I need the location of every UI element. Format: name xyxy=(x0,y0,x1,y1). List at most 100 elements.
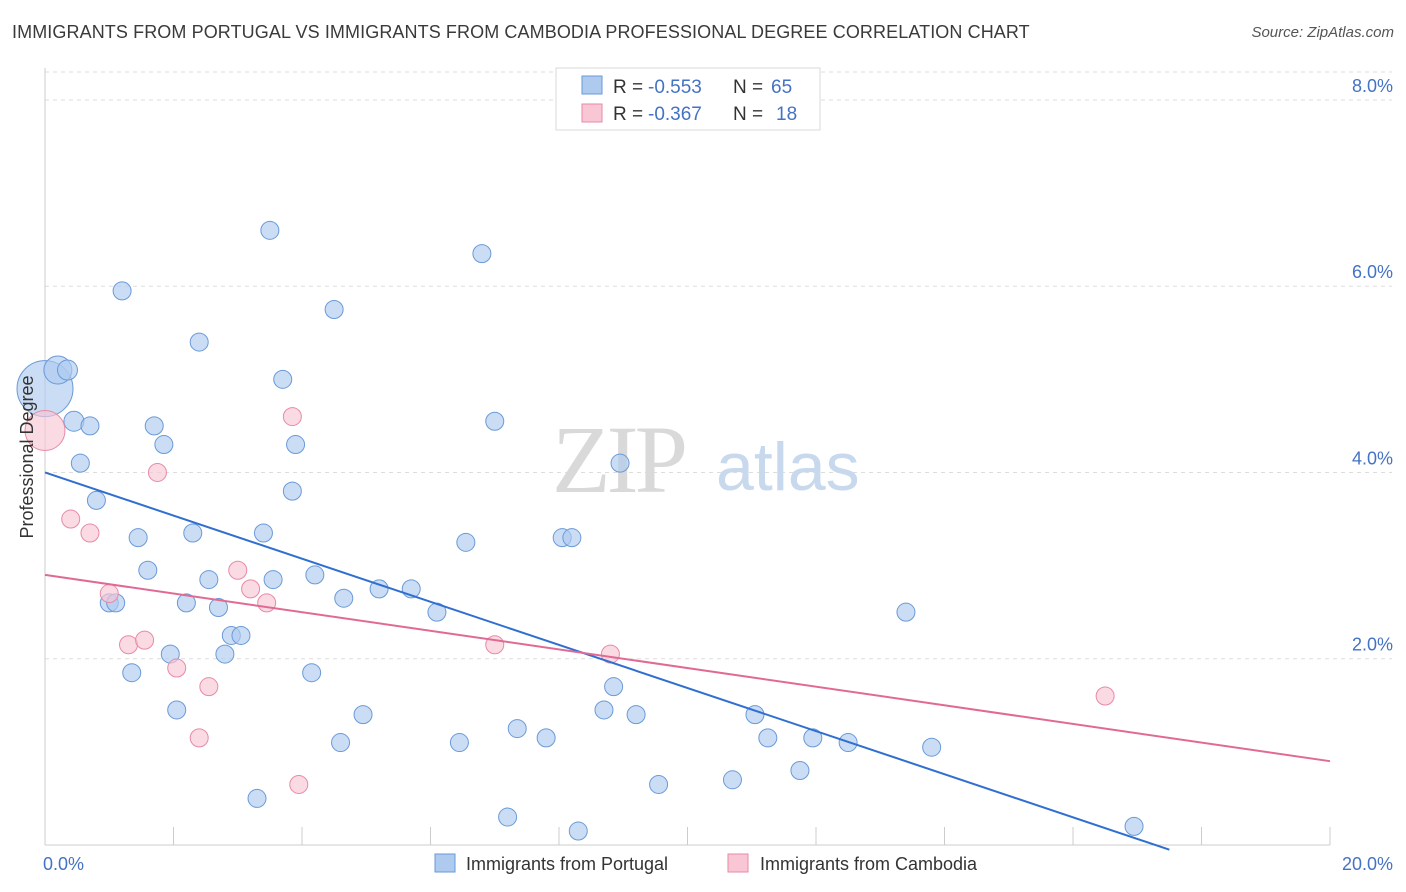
tick-labels: 2.0% 4.0% 6.0% 8.0% 0.0% 20.0% xyxy=(43,76,1393,874)
series-portugal-points xyxy=(16,220,1144,841)
point-portugal-34 xyxy=(324,299,344,319)
point-portugal-47 xyxy=(536,728,556,748)
point-portugal-30 xyxy=(282,481,302,501)
point-portugal-49 xyxy=(562,528,582,548)
point-portugal-26 xyxy=(253,523,273,543)
axes xyxy=(44,68,1331,846)
legend-swatch-cambodia xyxy=(727,853,749,873)
y-tick-label-0: 2.0% xyxy=(1352,635,1393,655)
point-portugal-32 xyxy=(302,663,322,683)
legend: Immigrants from Portugal Immigrants from… xyxy=(434,853,978,874)
x-tick-label-1: 20.0% xyxy=(1342,854,1393,874)
y-tick-label-1: 4.0% xyxy=(1352,448,1393,468)
point-portugal-62 xyxy=(896,602,916,622)
y-tick-label-3: 8.0% xyxy=(1352,76,1393,96)
point-portugal-38 xyxy=(369,579,389,599)
stats-r-label-portugal: R = xyxy=(613,77,643,98)
point-portugal-51 xyxy=(594,700,614,720)
point-portugal-22 xyxy=(215,644,235,664)
stats-r-label-cambodia: R = xyxy=(613,104,643,125)
stats-n-value-portugal: 65 xyxy=(771,77,792,98)
point-portugal-59 xyxy=(790,760,810,780)
legend-swatch-portugal xyxy=(434,853,456,873)
point-portugal-42 xyxy=(456,532,476,552)
chart-title: IMMIGRANTS FROM PORTUGAL VS IMMIGRANTS F… xyxy=(12,22,1030,42)
point-portugal-55 xyxy=(649,774,669,794)
point-portugal-7 xyxy=(112,281,132,301)
stats-n-label-cambodia: N = xyxy=(733,104,763,125)
point-cambodia-0 xyxy=(24,410,66,452)
point-portugal-28 xyxy=(263,570,283,590)
point-portugal-12 xyxy=(144,416,164,436)
stats-swatch-cambodia xyxy=(581,103,603,123)
stats-r-value-cambodia: -0.367 xyxy=(648,104,702,125)
stats-r-value-portugal: -0.553 xyxy=(648,77,702,98)
y-tick-label-2: 6.0% xyxy=(1352,262,1393,282)
point-portugal-41 xyxy=(449,733,469,753)
point-portugal-58 xyxy=(758,728,778,748)
point-portugal-50 xyxy=(568,821,588,841)
point-cambodia-10 xyxy=(228,560,248,580)
point-portugal-21 xyxy=(208,598,228,618)
x-tick-label-0: 0.0% xyxy=(43,854,84,874)
point-portugal-5 xyxy=(70,453,90,473)
point-cambodia-4 xyxy=(119,635,139,655)
point-portugal-17 xyxy=(176,593,196,613)
point-portugal-60 xyxy=(803,728,823,748)
point-cambodia-5 xyxy=(135,630,155,650)
point-portugal-27 xyxy=(260,220,280,240)
point-cambodia-11 xyxy=(241,579,261,599)
point-cambodia-12 xyxy=(257,593,277,613)
point-portugal-19 xyxy=(189,332,209,352)
point-cambodia-6 xyxy=(147,462,167,482)
point-portugal-25 xyxy=(247,788,267,808)
point-portugal-10 xyxy=(128,528,148,548)
stats-swatch-portugal xyxy=(581,75,603,95)
trend-lines xyxy=(44,471,1331,851)
point-cambodia-8 xyxy=(189,728,209,748)
point-portugal-46 xyxy=(507,719,527,739)
point-portugal-54 xyxy=(626,705,646,725)
point-portugal-18 xyxy=(183,523,203,543)
point-cambodia-2 xyxy=(80,523,100,543)
legend-label-portugal: Immigrants from Portugal xyxy=(466,854,668,874)
point-cambodia-17 xyxy=(1095,686,1115,706)
point-portugal-14 xyxy=(122,663,142,683)
point-portugal-4 xyxy=(80,416,100,436)
trend-line-cambodia xyxy=(44,573,1331,763)
point-portugal-56 xyxy=(722,770,742,790)
point-portugal-2 xyxy=(56,359,78,381)
point-portugal-64 xyxy=(1124,816,1144,836)
stats-n-value-cambodia: 18 xyxy=(776,104,797,125)
point-cambodia-13 xyxy=(282,407,302,427)
stats-n-label-portugal: N = xyxy=(733,77,763,98)
point-portugal-29 xyxy=(273,369,293,389)
point-portugal-6 xyxy=(86,490,106,510)
trend-line-portugal xyxy=(44,471,1170,851)
point-portugal-31 xyxy=(286,435,306,455)
point-portugal-35 xyxy=(334,588,354,608)
point-cambodia-3 xyxy=(99,584,119,604)
legend-label-cambodia: Immigrants from Cambodia xyxy=(760,854,978,874)
point-portugal-43 xyxy=(472,244,492,264)
point-cambodia-9 xyxy=(199,677,219,697)
point-portugal-11 xyxy=(138,560,158,580)
point-portugal-53 xyxy=(610,453,630,473)
point-portugal-33 xyxy=(305,565,325,585)
point-portugal-36 xyxy=(331,733,351,753)
watermark: ZIP atlas xyxy=(552,406,860,513)
point-portugal-52 xyxy=(604,677,624,697)
source-label: Source: ZipAtlas.com xyxy=(1251,24,1394,41)
point-portugal-24 xyxy=(231,625,251,645)
point-portugal-13 xyxy=(154,435,174,455)
point-portugal-45 xyxy=(498,807,518,827)
stats-box: R = -0.553 N = 65 R = -0.367 N = 18 xyxy=(555,67,821,131)
point-portugal-37 xyxy=(353,705,373,725)
point-portugal-16 xyxy=(167,700,187,720)
watermark-atlas: atlas xyxy=(716,429,860,505)
point-cambodia-7 xyxy=(167,658,187,678)
point-portugal-63 xyxy=(922,737,942,757)
point-portugal-20 xyxy=(199,570,219,590)
point-portugal-44 xyxy=(485,411,505,431)
